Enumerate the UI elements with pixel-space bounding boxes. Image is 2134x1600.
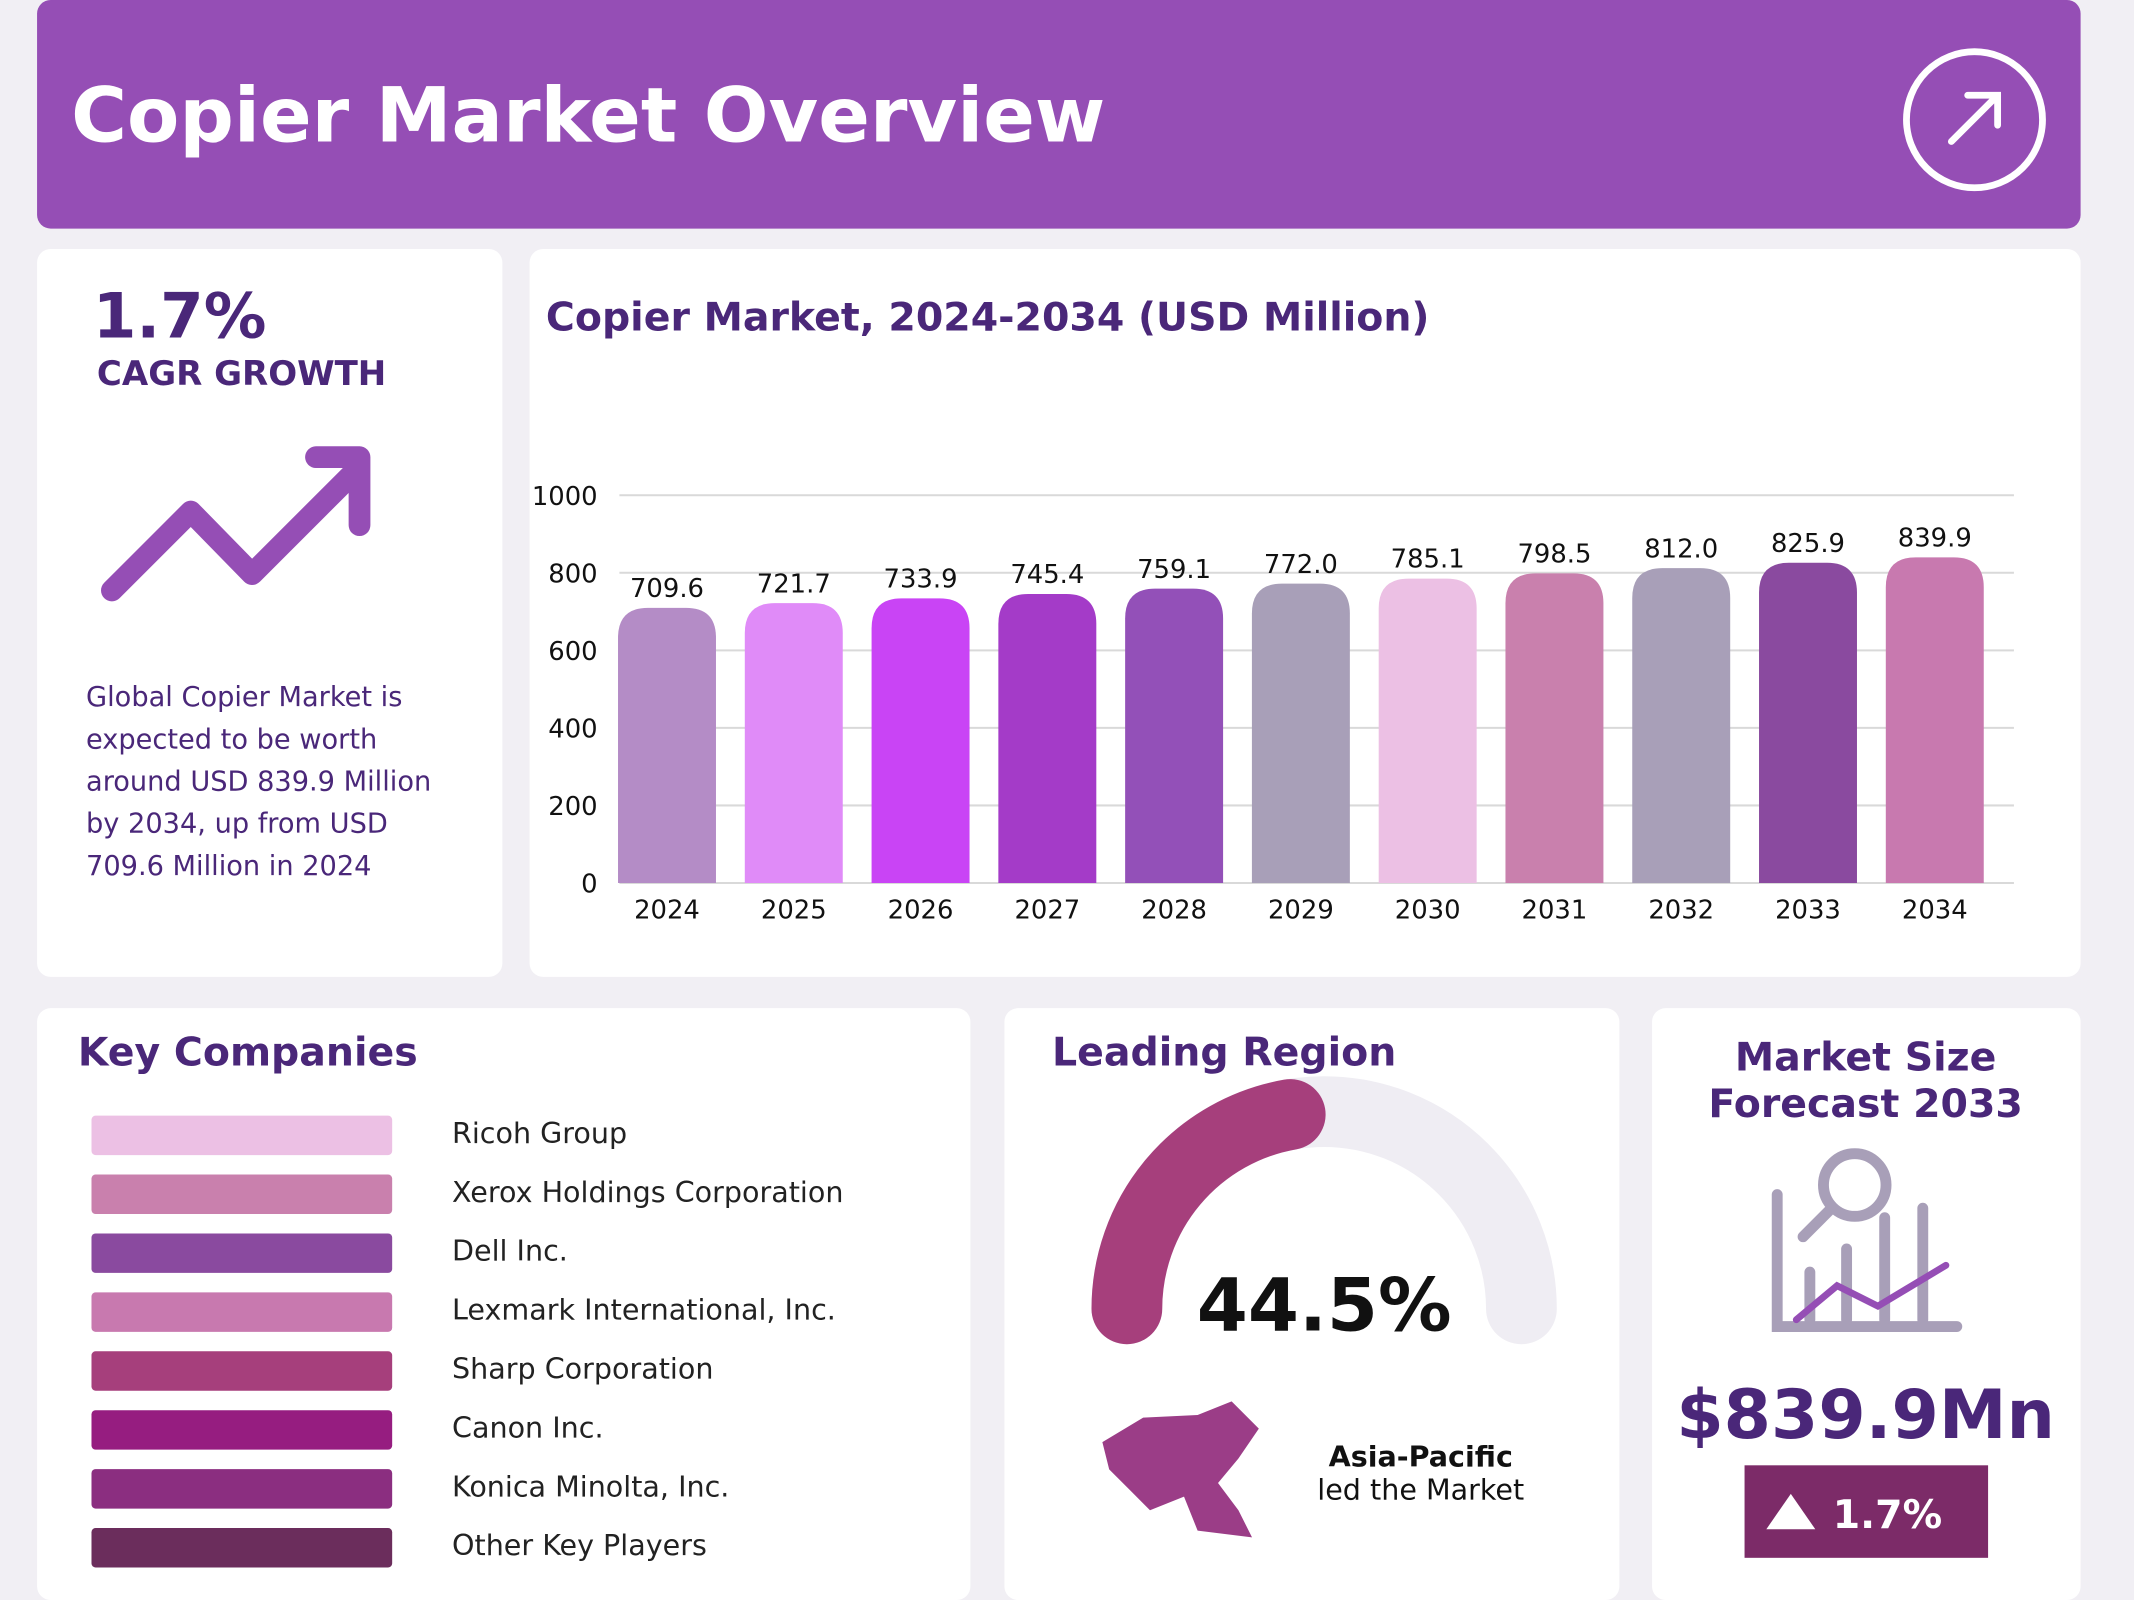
market-title: Forecast 2033 bbox=[1708, 1081, 2022, 1127]
y-tick-label: 800 bbox=[548, 559, 597, 589]
gauge-fill bbox=[1091, 1079, 1326, 1345]
company-name: Lexmark International, Inc. bbox=[452, 1293, 836, 1327]
cagr-description: around USD 839.9 Million bbox=[86, 766, 431, 797]
value-label: 733.9 bbox=[884, 565, 958, 595]
value-label: 839.9 bbox=[1898, 523, 1972, 553]
bar bbox=[998, 593, 1097, 883]
market-title: Market Size bbox=[1735, 1035, 1996, 1081]
value-label: 745.4 bbox=[1010, 560, 1084, 590]
cagr-label: CAGR GROWTH bbox=[97, 354, 386, 394]
company-name: Sharp Corporation bbox=[452, 1352, 713, 1386]
company-swatch bbox=[91, 1528, 393, 1568]
region-note: led the Market bbox=[1317, 1472, 1524, 1506]
bar bbox=[1632, 568, 1731, 883]
header bbox=[37, 0, 2081, 229]
cagr-description: Global Copier Market is bbox=[86, 682, 402, 713]
company-swatch bbox=[91, 1233, 393, 1273]
company-swatch bbox=[91, 1174, 393, 1215]
region-name: Asia-Pacific bbox=[1329, 1440, 1513, 1474]
bar bbox=[1505, 573, 1604, 883]
x-tick-label: 2034 bbox=[1902, 895, 1968, 925]
y-tick-label: 400 bbox=[548, 714, 597, 744]
map-icon bbox=[1102, 1401, 1259, 1538]
bar bbox=[1885, 557, 1984, 883]
bar bbox=[1251, 583, 1350, 883]
region-title: Leading Region bbox=[1052, 1029, 1396, 1075]
x-tick-label: 2033 bbox=[1775, 895, 1841, 925]
companies-card bbox=[37, 1008, 971, 1600]
company-name: Canon Inc. bbox=[452, 1410, 604, 1444]
company-swatch bbox=[91, 1469, 393, 1509]
company-name: Ricoh Group bbox=[452, 1116, 627, 1150]
value-label: 709.6 bbox=[630, 574, 704, 604]
value-label: 785.1 bbox=[1391, 545, 1465, 575]
company-name: Dell Inc. bbox=[452, 1234, 568, 1268]
bar bbox=[744, 603, 843, 883]
chart-title: Copier Market, 2024-2034 (USD Million) bbox=[546, 295, 1430, 341]
cagr-description: expected to be worth bbox=[86, 724, 377, 755]
market-value: $839.9Mn bbox=[1676, 1376, 2055, 1455]
bar bbox=[1759, 562, 1857, 883]
x-tick-label: 2032 bbox=[1648, 895, 1714, 925]
up-icon bbox=[1766, 1493, 1816, 1530]
x-tick-label: 2024 bbox=[634, 895, 700, 925]
company-swatch bbox=[91, 1292, 393, 1332]
region-share: 44.5% bbox=[1197, 1264, 1452, 1349]
company-name: Konica Minolta, Inc. bbox=[452, 1469, 729, 1503]
x-tick-label: 2027 bbox=[1014, 895, 1080, 925]
open-button[interactable] bbox=[1903, 48, 2046, 192]
value-label: 759.1 bbox=[1137, 555, 1211, 585]
value-label: 812.0 bbox=[1644, 534, 1718, 564]
cagr-description: by 2034, up from USD bbox=[86, 809, 388, 840]
market-growth: 1.7% bbox=[1833, 1492, 1942, 1538]
value-label: 721.7 bbox=[757, 569, 831, 599]
value-label: 798.5 bbox=[1517, 539, 1591, 569]
company-swatch bbox=[91, 1410, 393, 1450]
cagr-description: 709.6 Million in 2024 bbox=[86, 851, 371, 882]
x-tick-label: 2025 bbox=[761, 895, 827, 925]
cagr-card bbox=[37, 248, 503, 977]
company-name: Xerox Holdings Corporation bbox=[452, 1175, 843, 1209]
y-tick-label: 1000 bbox=[532, 482, 598, 512]
value-label: 772.0 bbox=[1264, 550, 1338, 580]
companies-title: Key Companies bbox=[78, 1029, 418, 1075]
value-label: 825.9 bbox=[1771, 529, 1845, 559]
y-tick-label: 600 bbox=[548, 637, 597, 667]
company-name: Other Key Players bbox=[452, 1528, 707, 1562]
bar bbox=[1378, 578, 1477, 883]
x-tick-label: 2028 bbox=[1141, 895, 1207, 925]
bar bbox=[1125, 588, 1224, 883]
x-tick-label: 2031 bbox=[1522, 895, 1588, 925]
market-icon bbox=[1771, 1148, 1963, 1332]
x-tick-label: 2026 bbox=[888, 895, 954, 925]
page-title: Copier Market Overview bbox=[71, 70, 1105, 159]
bar bbox=[618, 607, 716, 883]
y-tick-label: 200 bbox=[548, 792, 597, 822]
company-swatch bbox=[91, 1115, 393, 1156]
bar bbox=[871, 598, 970, 883]
x-tick-label: 2029 bbox=[1268, 895, 1334, 925]
growth-icon bbox=[101, 446, 371, 602]
x-tick-label: 2030 bbox=[1395, 895, 1461, 925]
y-tick-label: 0 bbox=[581, 870, 597, 900]
cagr-value: 1.7% bbox=[93, 279, 267, 352]
company-swatch bbox=[91, 1351, 393, 1391]
